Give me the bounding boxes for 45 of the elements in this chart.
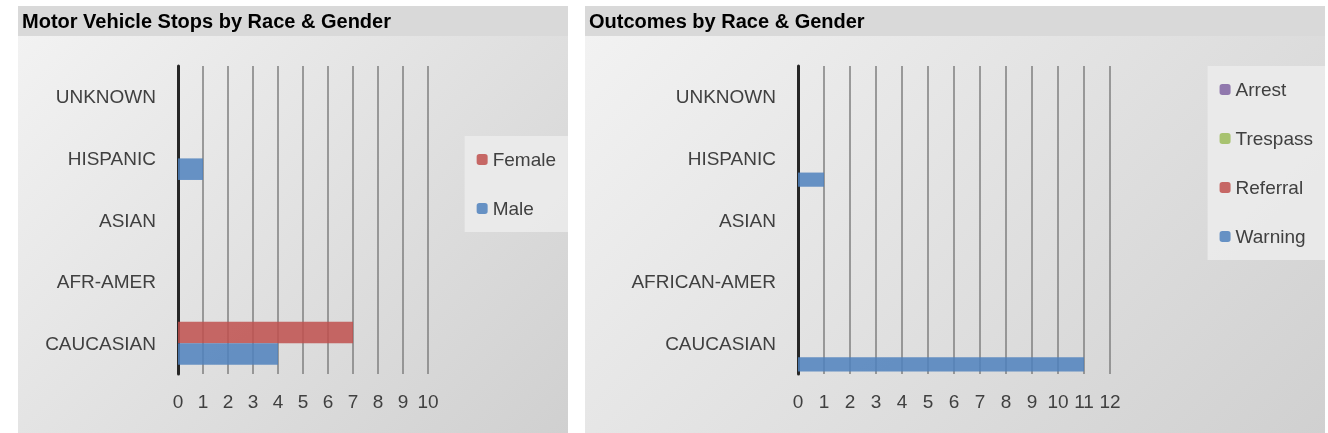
x-tick-label: 11 [1074,391,1094,412]
x-tick-label: 1 [818,391,830,412]
x-tick-label: 6 [948,391,960,412]
x-tick-label: 9 [1026,391,1038,412]
y-tick-label: AFR-AMER [56,271,156,293]
x-tick-label: 7 [347,391,359,412]
legend-label: Referral [1235,177,1304,198]
x-tick-label: 6 [322,391,334,412]
legend-label: Trespass [1235,128,1314,149]
bar [178,343,278,365]
x-tick-label: 2 [222,391,234,412]
x-tick-label: 0 [792,391,804,412]
legend-label: Male [492,198,534,219]
y-tick-label: ASIAN [718,209,776,231]
y-tick-label: HISPANIC [67,147,156,169]
x-tick-label: 7 [974,391,986,412]
y-tick-label: HISPANIC [687,147,776,169]
x-tick-label: 10 [417,391,439,412]
x-tick-label: 10 [1047,391,1069,412]
x-tick-label: 4 [272,391,284,412]
chart-title: Motor Vehicle Stops by Race & Gender [18,6,568,36]
y-tick-label: AFRICAN-AMER [631,271,776,293]
x-tick-label: 4 [896,391,908,412]
bar [178,158,203,180]
y-tick-label: ASIAN [98,209,156,231]
x-tick-label: 8 [372,391,384,412]
y-tick-label: CAUCASIAN [665,332,776,354]
x-tick-label: 9 [397,391,409,412]
x-tick-label: 1 [197,391,209,412]
x-tick-label: 5 [922,391,934,412]
legend-label: Arrest [1235,79,1287,100]
x-tick-label: 3 [247,391,259,412]
x-tick-label: 8 [1000,391,1012,412]
x-tick-label: 2 [844,391,856,412]
bar [178,321,353,344]
legend-label: Female [492,149,556,170]
x-tick-label: 5 [297,391,309,412]
x-tick-label: 12 [1099,391,1121,412]
legend-label: Warning [1235,226,1306,247]
y-tick-label: CAUCASIAN [45,332,156,354]
y-tick-label: UNKNOWN [675,86,776,108]
x-tick-label: 3 [870,391,882,412]
y-tick-label: UNKNOWN [55,86,156,108]
x-tick-label: 0 [172,391,184,412]
chart-title: Outcomes by Race & Gender [585,6,1325,36]
